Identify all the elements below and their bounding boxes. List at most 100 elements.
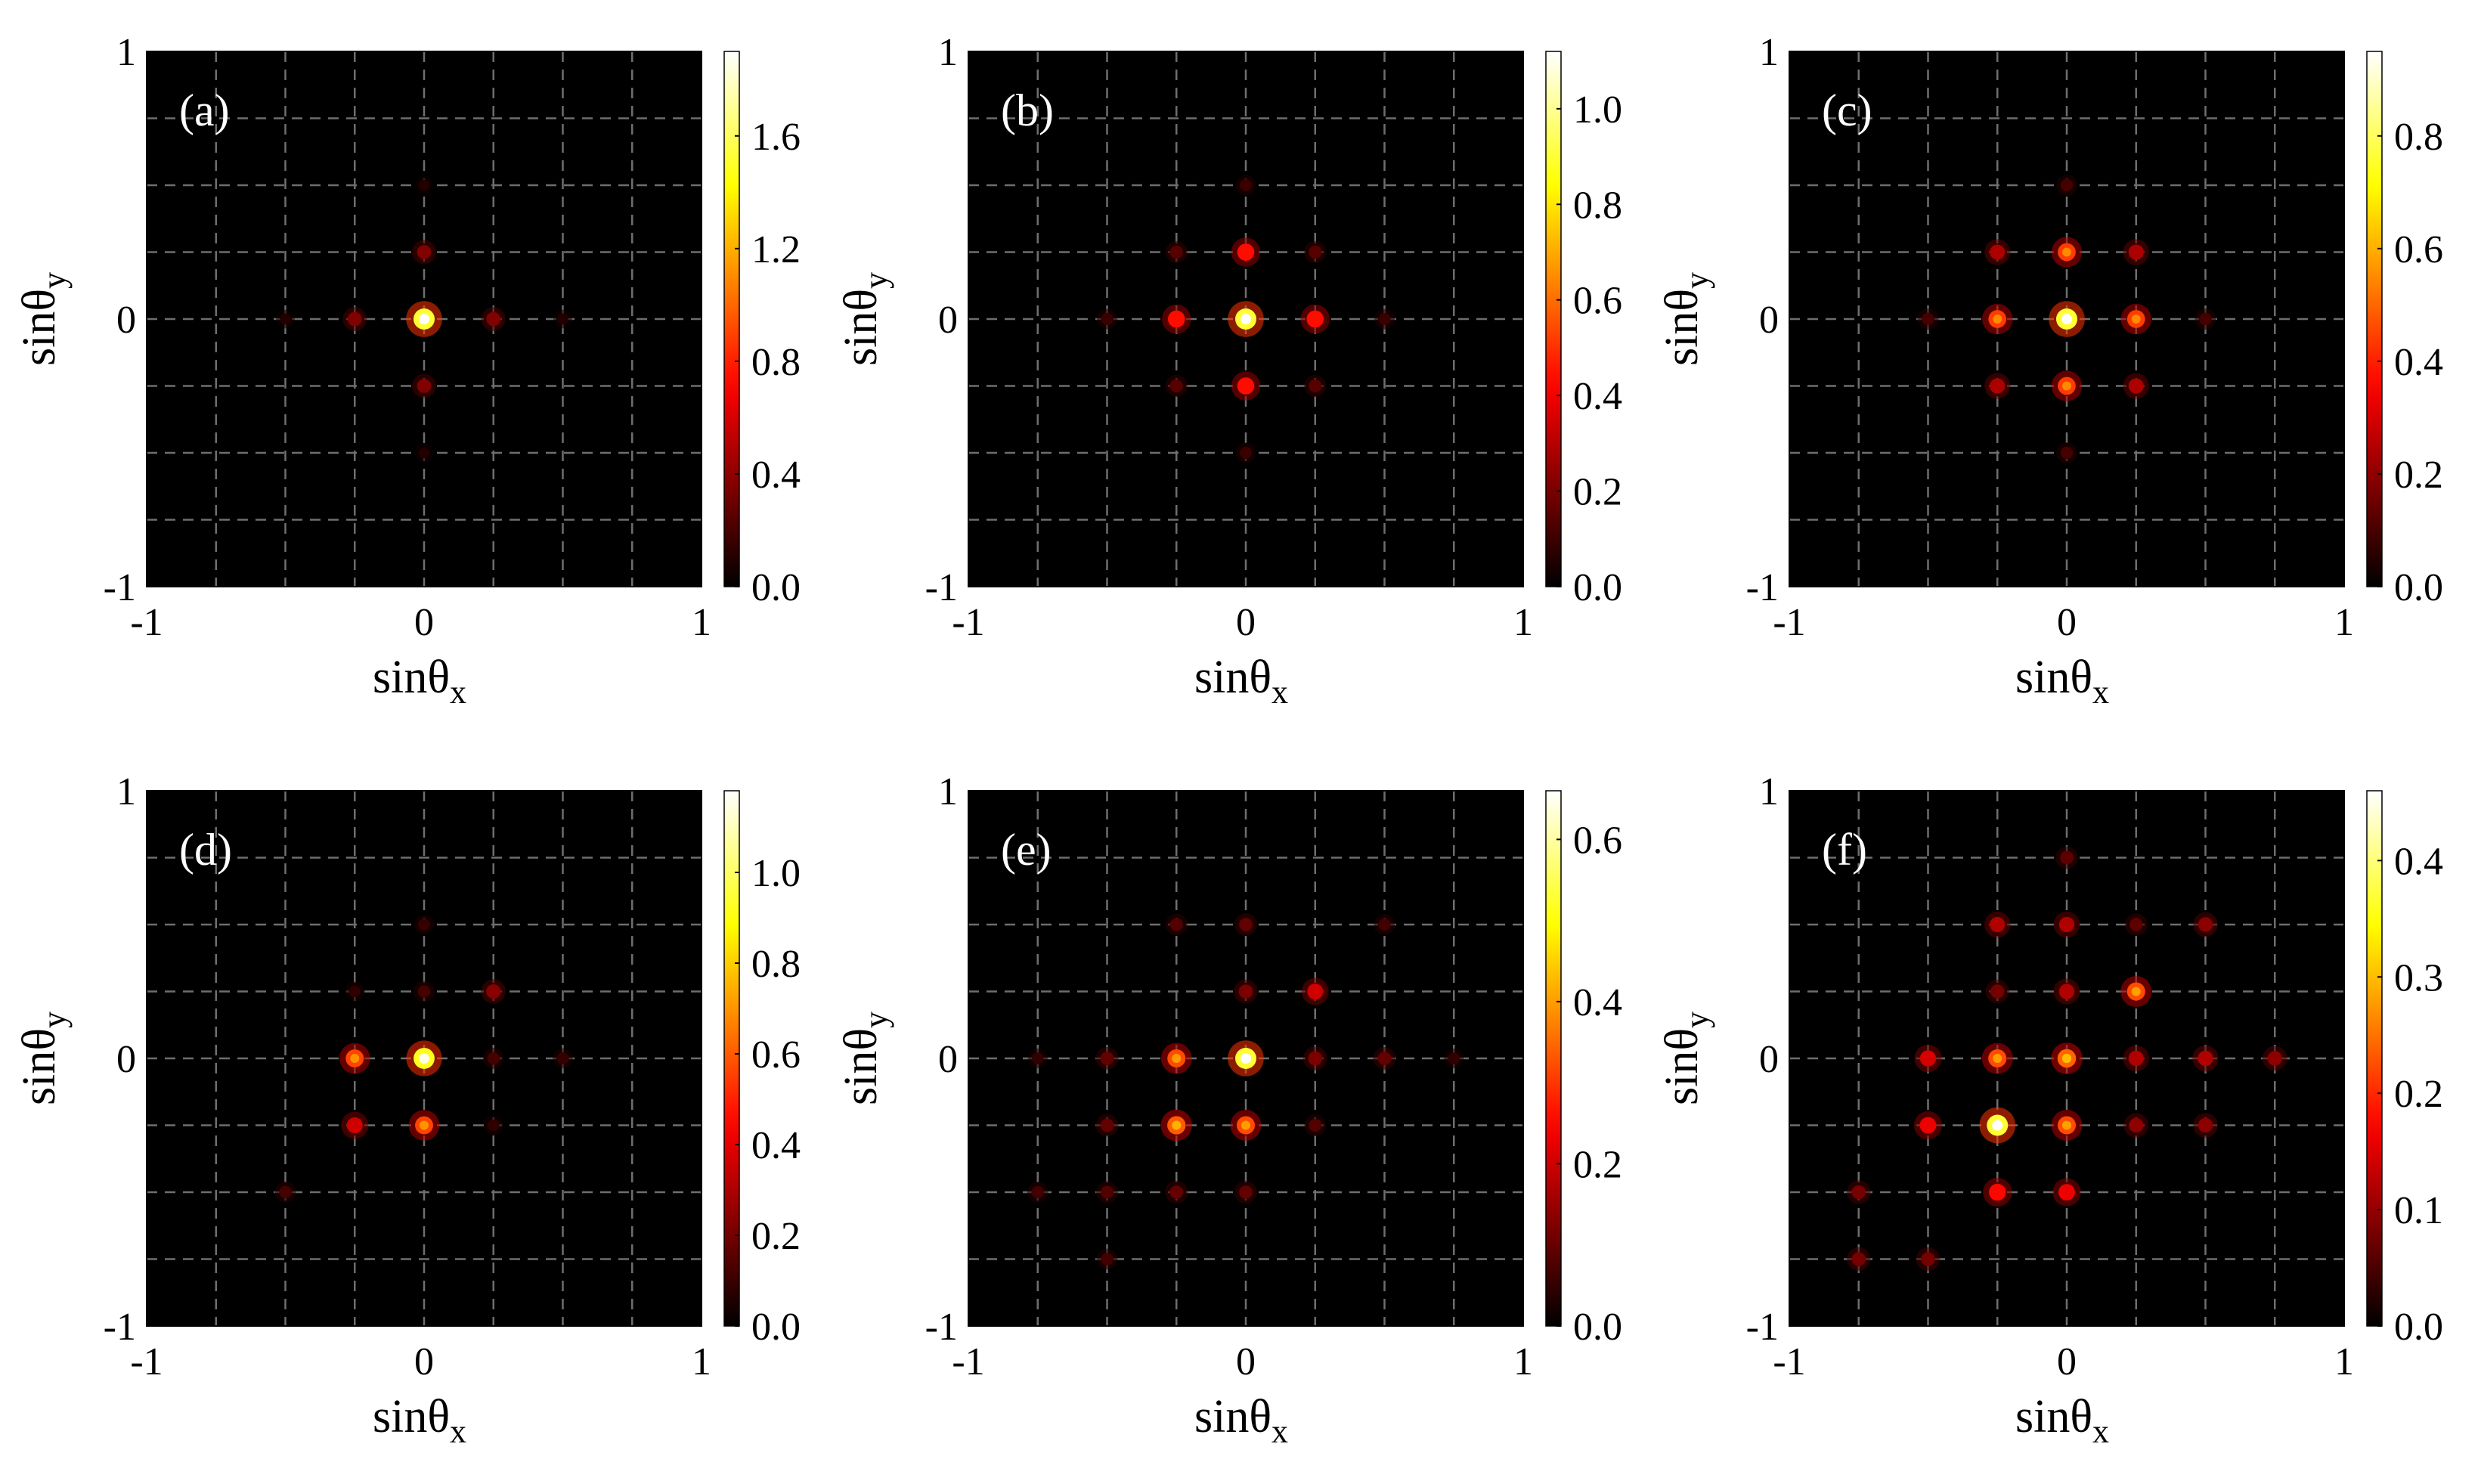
spot xyxy=(2058,916,2075,933)
spot-core xyxy=(1172,1120,1182,1130)
panel-b: (b) -1 0 1 -1 0 1 sinθx sinθy 0.0 0.2 0.4 0.6 0.8 1.0 xyxy=(835,31,1622,711)
spot-core xyxy=(419,1053,429,1064)
colorbar-tick-label: 0.2 xyxy=(2394,454,2443,497)
spot xyxy=(2198,1117,2213,1133)
colorbar-tick-label: 0.8 xyxy=(751,341,801,384)
y-tick-label: 0 xyxy=(116,299,136,342)
spot xyxy=(2129,918,2143,931)
panel-label: (e) xyxy=(1001,825,1052,875)
colorbar-tick-label: 0.0 xyxy=(1573,1306,1622,1349)
x-tick-label: 0 xyxy=(2057,601,2077,644)
colorbar-tick-label: 0.0 xyxy=(1573,566,1622,609)
panel-label: (c) xyxy=(1822,85,1872,135)
y-tick-label: 1 xyxy=(938,31,958,74)
axes-frame xyxy=(146,51,702,587)
spot xyxy=(1238,984,1253,999)
panel-label: (d) xyxy=(179,825,232,875)
spot xyxy=(1990,244,2006,260)
spot xyxy=(1308,1051,1323,1066)
y-tick-label: -1 xyxy=(925,566,958,609)
spot xyxy=(486,311,501,327)
spot xyxy=(1240,179,1252,191)
spot xyxy=(1100,1118,1114,1132)
colorbar-tick-label: 0.4 xyxy=(1573,375,1622,418)
x-axis-label: sinθx xyxy=(373,1391,466,1450)
colorbar-tick-label: 0.3 xyxy=(2394,956,2443,999)
colorbar-tick-label: 0.2 xyxy=(1573,471,1622,514)
y-axis-label: sinθy xyxy=(14,272,73,366)
x-axis-label: sinθx xyxy=(2015,652,2109,711)
spot xyxy=(2128,1050,2144,1067)
panel-c: (c) -1 0 1 -1 0 1 sinθx sinθy 0.0 0.2 0.4 0.6 0.8 xyxy=(1656,31,2443,711)
spot-core xyxy=(2062,247,2071,257)
spot-core xyxy=(1992,1120,2003,1131)
colorbar-tick-label: 0.2 xyxy=(2394,1073,2443,1116)
y-tick-label: 1 xyxy=(1759,770,1779,813)
y-tick-label: -1 xyxy=(104,566,136,609)
spot-core xyxy=(2131,314,2141,324)
colorbar-tick-label: 1.0 xyxy=(751,852,801,895)
y-tick-label: 1 xyxy=(938,770,958,813)
colorbar-tick-label: 0.8 xyxy=(1573,184,1622,227)
colorbar-tick-label: 0.0 xyxy=(751,1306,801,1349)
x-tick-label: 1 xyxy=(2334,601,2354,644)
spot xyxy=(2128,244,2144,260)
spot xyxy=(1378,313,1391,325)
panel-label: (b) xyxy=(1001,85,1054,135)
spot-core xyxy=(2061,314,2072,324)
y-tick-label: 1 xyxy=(116,31,136,74)
spot-core xyxy=(1240,1120,1251,1130)
spot xyxy=(1448,1052,1460,1064)
colorbar-tick-label: 0.4 xyxy=(2394,840,2443,883)
y-tick-label: 0 xyxy=(938,1038,958,1081)
x-tick-label: 0 xyxy=(1236,1340,1256,1383)
spot-core xyxy=(1993,1053,2002,1064)
spot xyxy=(2060,850,2074,865)
spot xyxy=(1239,1185,1253,1199)
spot xyxy=(1101,1253,1114,1266)
colorbar xyxy=(2366,790,2383,1327)
colorbar-tick-label: 0.0 xyxy=(2394,566,2443,609)
y-axis-label: sinθy xyxy=(835,1012,894,1105)
y-tick-label: 0 xyxy=(116,1038,136,1081)
spot-core xyxy=(1240,314,1251,324)
x-tick-label: 0 xyxy=(1236,601,1256,644)
x-tick-label: 0 xyxy=(414,601,434,644)
panel-d: (d) -1 0 1 -1 0 1 sinθx sinθy 0.0 0.2 0.4 0.6 0.8 1.0 xyxy=(14,770,801,1450)
spot xyxy=(556,1052,569,1064)
y-tick-label: 0 xyxy=(938,299,958,342)
spot xyxy=(1306,310,1324,328)
x-tick-label: 1 xyxy=(2334,1340,2354,1383)
y-tick-label: -1 xyxy=(1746,1306,1779,1349)
spot xyxy=(2199,312,2212,326)
panel-label: (f) xyxy=(1822,825,1867,875)
panel-a: (a) -1 0 1 -1 0 1 sinθx sinθy 0.0 0.4 0.8 1.2 1.6 xyxy=(14,31,801,711)
spot xyxy=(1307,983,1324,1000)
spot xyxy=(2267,1051,2282,1066)
spot xyxy=(1032,1052,1044,1064)
spot xyxy=(1309,245,1322,259)
colorbar-tick-label: 1.0 xyxy=(1573,88,1622,132)
spot xyxy=(486,984,501,999)
y-tick-label: -1 xyxy=(925,1306,958,1349)
spot xyxy=(418,179,430,191)
spot xyxy=(1990,916,2006,933)
colorbar-tick-label: 0.6 xyxy=(751,1033,801,1077)
spot-core xyxy=(2062,381,2071,391)
colorbar-tick-label: 1.6 xyxy=(751,116,801,159)
x-tick-label: -1 xyxy=(952,601,984,644)
x-tick-label: -1 xyxy=(130,601,163,644)
y-tick-label: 1 xyxy=(116,770,136,813)
spot xyxy=(1921,1252,1935,1266)
spot xyxy=(280,313,291,325)
spot xyxy=(1922,312,1934,326)
spot xyxy=(418,919,430,931)
spot xyxy=(1237,243,1255,261)
colorbar-tick-label: 0.6 xyxy=(2394,228,2443,271)
x-tick-label: 0 xyxy=(414,1340,434,1383)
axes-frame xyxy=(968,790,1524,1327)
colorbar-tick-label: 0.8 xyxy=(751,943,801,986)
spot xyxy=(417,379,432,393)
spot-core xyxy=(2061,1120,2072,1130)
